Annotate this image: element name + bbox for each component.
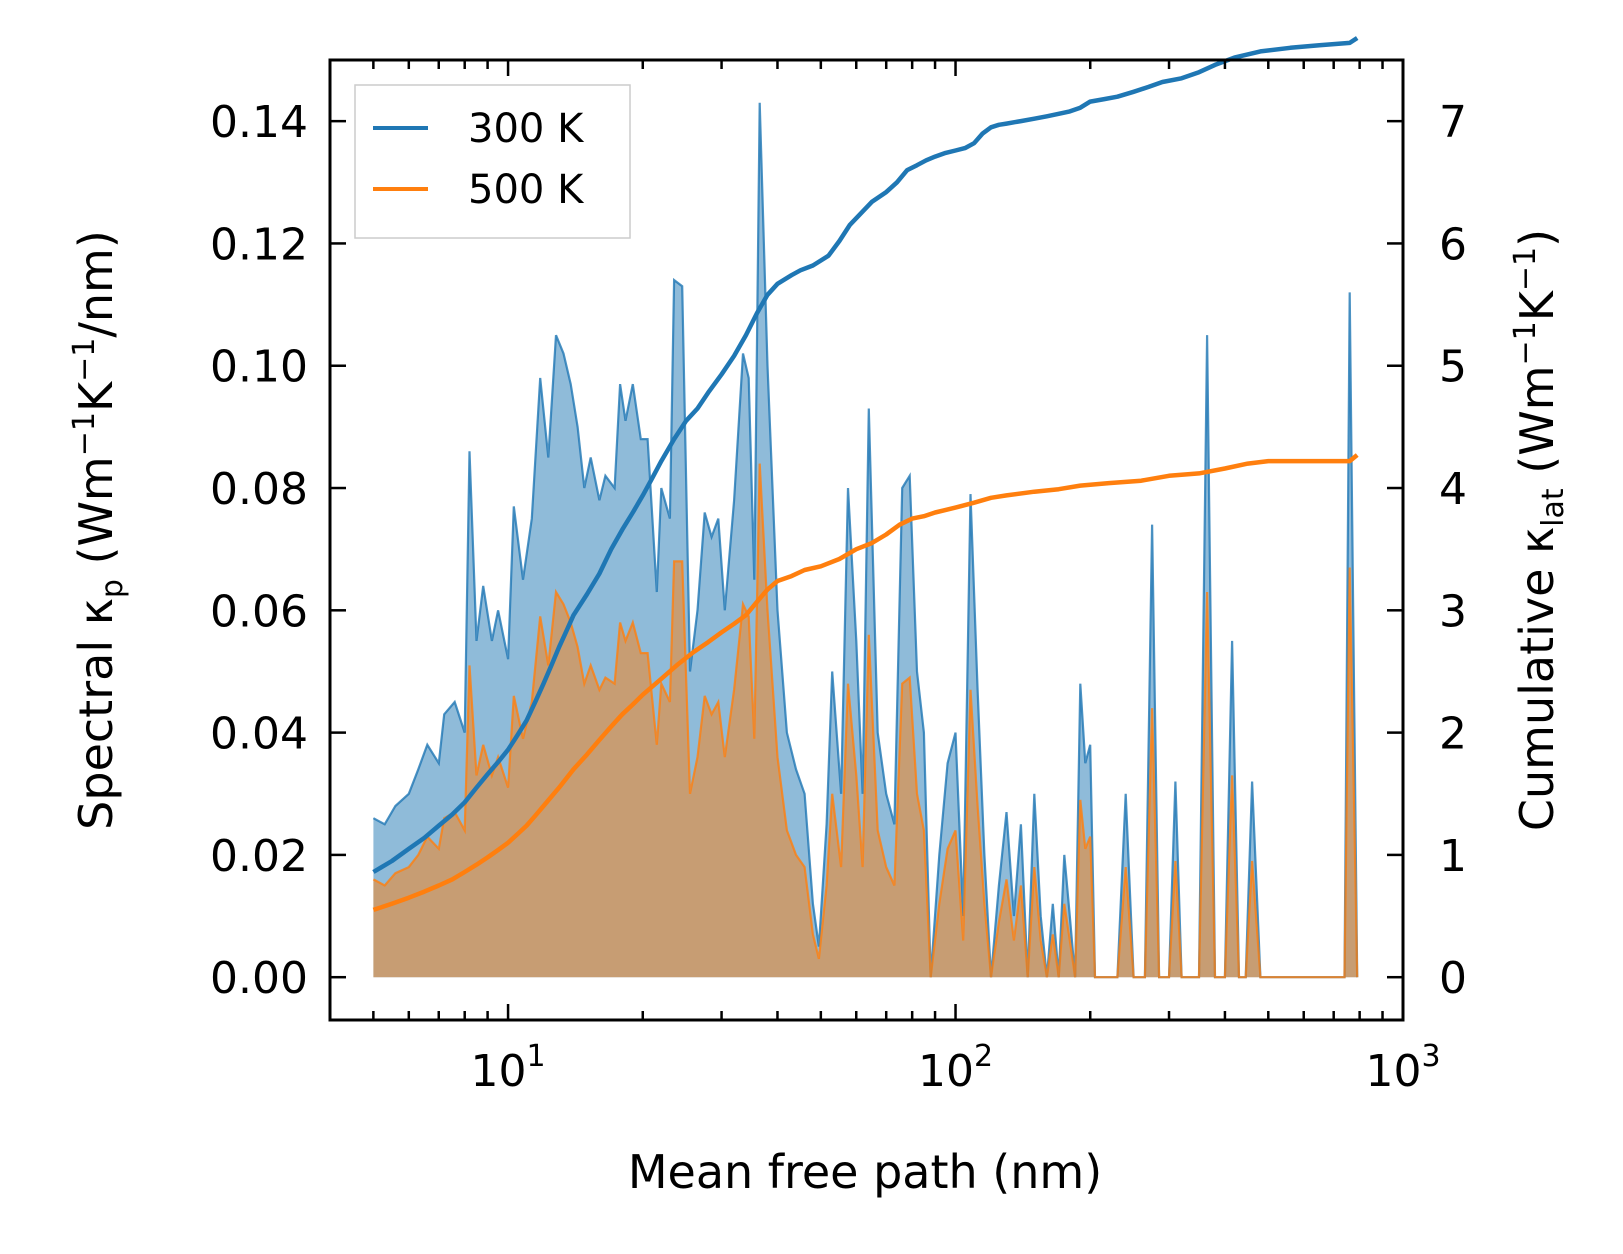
y-right-tick-label: 6 xyxy=(1439,219,1467,270)
x-axis-title: Mean free path (nm) xyxy=(628,1145,1102,1199)
x-tick-label: 101 xyxy=(471,1039,546,1097)
y-left-tick-label: 0.02 xyxy=(210,831,308,882)
x-tick-label: 103 xyxy=(1365,1039,1440,1097)
y-right-tick-label: 4 xyxy=(1439,464,1467,515)
legend-box xyxy=(354,84,631,239)
y-left-tick-label: 0.12 xyxy=(210,219,308,270)
y-left-tick-label: 0.06 xyxy=(210,586,308,637)
plot-frame xyxy=(328,58,1405,1022)
y-right-tick-label: 7 xyxy=(1439,97,1467,148)
x-axis-ticks: 101 102 103 xyxy=(328,60,1441,1097)
legend-label-500k: 500 K xyxy=(468,167,585,213)
spectral-line-layer xyxy=(372,102,1359,979)
y-left-tick-label: 0.04 xyxy=(210,709,308,760)
y-left-tick-label: 0.00 xyxy=(210,953,308,1004)
y-left-axis-title: Spectral κp (Wm−1K−1/nm) xyxy=(67,230,130,830)
y-right-tick-label: 2 xyxy=(1439,709,1467,760)
y-right-tick-label: 1 xyxy=(1439,831,1467,882)
y-left-tick-label: 0.14 xyxy=(210,97,308,148)
legend: 300 K 500 K xyxy=(354,84,631,239)
y-right-tick-label: 0 xyxy=(1439,953,1467,1004)
legend-label-300k: 300 K xyxy=(468,106,585,152)
cumulative-line-layer xyxy=(372,36,1359,913)
cumulative-line-500k xyxy=(372,453,1359,913)
y-left-axis-ticks: 0.00 0.02 0.04 0.06 0.08 0.10 0.12 0.14 xyxy=(210,97,346,1004)
y-left-tick-label: 0.10 xyxy=(210,342,308,393)
y-right-axis-title: Cumulative κlat (Wm−1K−1) xyxy=(1508,229,1571,831)
y-right-tick-label: 3 xyxy=(1439,586,1467,637)
y-right-tick-label: 5 xyxy=(1439,342,1467,393)
x-tick-label: 102 xyxy=(918,1039,993,1097)
spectral-line-300k xyxy=(372,102,1359,979)
y-right-axis-ticks: 0 1 2 3 4 5 6 7 xyxy=(1387,97,1467,1004)
spectral-fill-500k xyxy=(373,463,1358,978)
spectral-line-500k xyxy=(372,463,1359,979)
spectral-fill-layer xyxy=(373,102,1358,978)
cumulative-line-300k xyxy=(372,36,1359,874)
y-left-tick-label: 0.08 xyxy=(210,464,308,515)
